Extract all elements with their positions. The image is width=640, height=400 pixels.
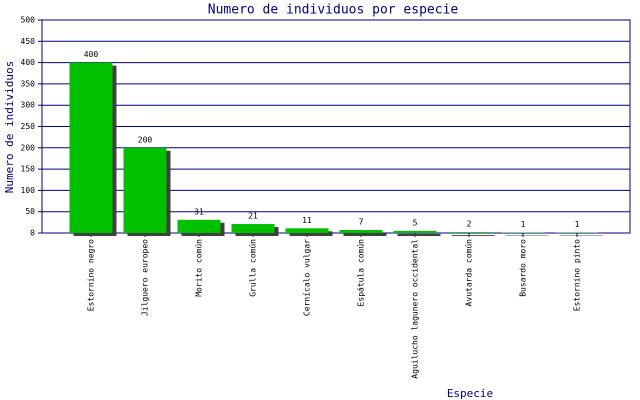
x-tick-label: Cernícalo vulgar	[303, 239, 312, 316]
bar	[231, 224, 275, 233]
x-axis-label: Especie	[447, 387, 493, 400]
x-tick-label: Aguilucho lagunero occidental	[411, 239, 420, 379]
bar	[285, 228, 329, 233]
chart-title: Numero de individuos por especie	[208, 3, 459, 18]
y-tick-label: 50	[25, 207, 35, 216]
y-tick-label: 300	[21, 101, 36, 110]
value-label: 400	[84, 50, 99, 59]
y-tick-label: 100	[21, 186, 36, 195]
y-tick-label: 350	[21, 79, 36, 88]
x-tick-label: Estornino pinto	[573, 239, 582, 311]
y-tick-label: 250	[21, 122, 36, 131]
bar-shadow	[397, 233, 441, 236]
bar	[339, 230, 383, 233]
value-label: 7	[359, 218, 364, 227]
x-tick-label: Estornino negro	[87, 239, 96, 311]
bar	[69, 62, 113, 233]
x-tick-label: Busardo moro	[519, 239, 528, 297]
bar-shadow	[343, 233, 387, 236]
x-tick-label: Avutarda común	[465, 239, 474, 307]
value-label: 1	[521, 220, 526, 229]
x-tick-label: Espátula común	[357, 239, 366, 307]
value-label: 2	[467, 220, 472, 229]
y-tick-label: 400	[21, 58, 36, 67]
x-tick-label: Morito común	[195, 239, 204, 297]
bar	[393, 230, 437, 233]
y-tick-label: 200	[21, 143, 36, 152]
x-tick-label: Grulla común	[249, 239, 258, 297]
value-label: 1	[575, 220, 580, 229]
y-tick-label: 450	[21, 37, 36, 46]
x-tick-label: Jilguero europeo	[141, 239, 150, 316]
bar-shadow	[451, 235, 495, 236]
bar	[123, 147, 167, 233]
value-label: 200	[138, 135, 153, 144]
plot-frame	[41, 19, 631, 234]
y-tick-label: 500	[21, 16, 36, 25]
y-axis-label: Numero de individuos	[3, 61, 16, 193]
y-tick-label: 0	[30, 229, 35, 238]
value-label: 11	[302, 216, 312, 225]
bar	[177, 219, 221, 233]
bar-shadow	[289, 231, 333, 236]
value-label: 21	[248, 212, 258, 221]
value-label: 31	[194, 207, 204, 216]
value-label: 5	[413, 218, 418, 227]
bar	[447, 232, 491, 233]
y-tick-label: 150	[21, 165, 36, 174]
